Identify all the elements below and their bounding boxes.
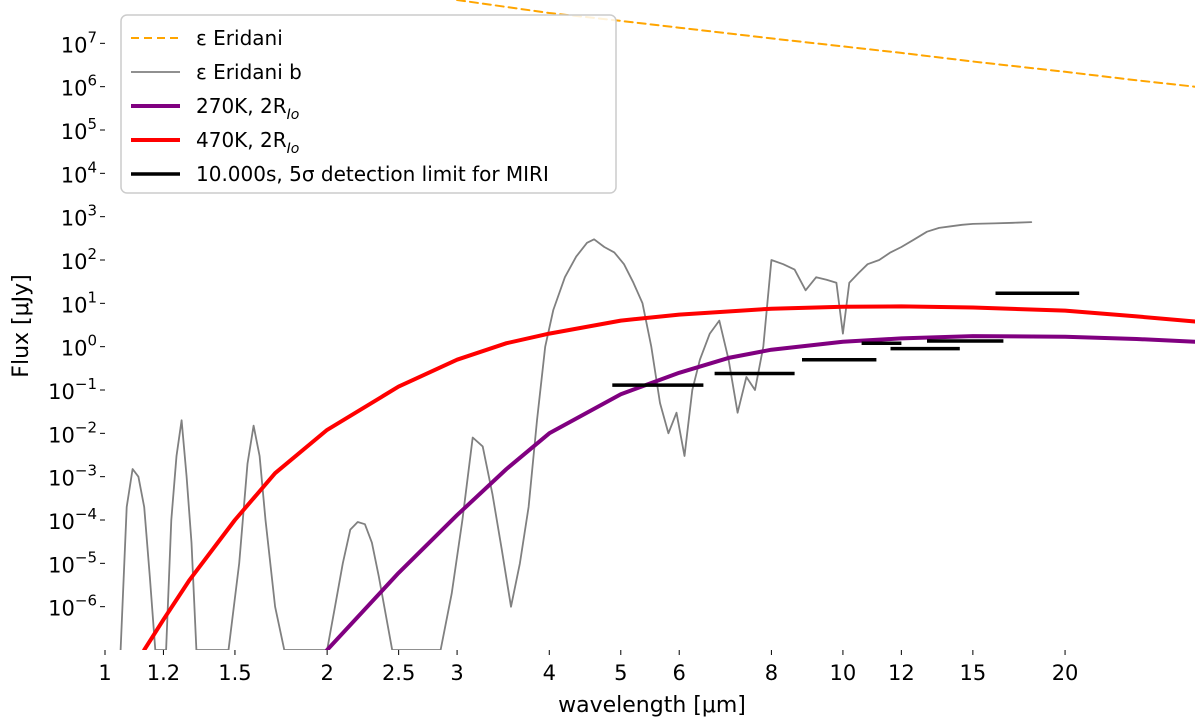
x-tick-label-15: 15	[959, 661, 986, 685]
x-tick-label-4: 4	[543, 661, 556, 685]
legend-label-4: 470K, 2RIo	[196, 128, 299, 157]
x-tick-label-8: 8	[765, 661, 778, 685]
y-tick-label-2: 102	[61, 245, 97, 274]
y-tick-label-0: 100	[61, 332, 97, 361]
y-tick-label-3: 10−3	[48, 462, 97, 491]
x-tick-label-6: 6	[673, 661, 686, 685]
y-axis-ticks: 10−6 10−5 10−4 10−3 10−2 10−1 100 101 102 103 104 1…	[48, 28, 105, 621]
legend-label-5: 10.000s, 5σ detection limit for MIRI	[196, 162, 549, 186]
y-tick-label-6: 106	[61, 72, 97, 101]
y-tick-label-5: 10−5	[48, 548, 97, 577]
series-line-2	[119, 221, 1033, 650]
x-tick-label-5: 5	[614, 661, 627, 685]
x-tick-label-1: 1	[98, 661, 111, 685]
y-tick-label-1: 10−1	[48, 375, 97, 404]
y-tick-label-4: 104	[61, 158, 97, 187]
y-tick-label-5: 105	[61, 115, 97, 144]
y-tick-label-6: 10−6	[48, 592, 97, 621]
legend-frame	[120, 14, 617, 194]
x-axis-label: wavelength [μm]	[558, 693, 746, 718]
x-axis-ticks: 1 1.2 1.5 2 2.5 3 4 5 6 8 10 12 15 20	[98, 650, 1078, 685]
x-tick-label-2-5: 2.5	[382, 661, 415, 685]
series-layer	[119, 0, 1195, 650]
x-tick-label-3: 3	[450, 661, 463, 685]
y-tick-label-7: 107	[61, 28, 97, 57]
y-tick-label-1: 101	[61, 288, 97, 317]
x-tick-label-20: 20	[1052, 661, 1079, 685]
legend-label-2: ε Eridani b	[196, 60, 302, 84]
y-tick-label-4: 10−4	[48, 505, 97, 534]
x-tick-label-1-2: 1.2	[147, 661, 180, 685]
legend-label-1: ε Eridani	[196, 26, 283, 50]
detection-limits-layer	[612, 291, 1080, 387]
legend: ε Eridani ε Eridani b 270K, 2RIo 470K, 2RIo…	[120, 14, 617, 194]
series-line-3	[325, 334, 1195, 650]
x-tick-label-12: 12	[888, 661, 915, 685]
y-tick-label-3: 103	[61, 202, 97, 231]
x-tick-label-1-5: 1.5	[218, 661, 251, 685]
y-tick-label-2: 10−2	[48, 418, 97, 447]
series-line-1	[456, 0, 1195, 88]
y-axis-label: Flux [μJy]	[9, 274, 34, 377]
x-tick-label-2: 2	[320, 661, 333, 685]
x-tick-label-10: 10	[830, 661, 857, 685]
legend-label-3: 270K, 2RIo	[196, 94, 299, 123]
series-line-4	[142, 304, 1195, 650]
